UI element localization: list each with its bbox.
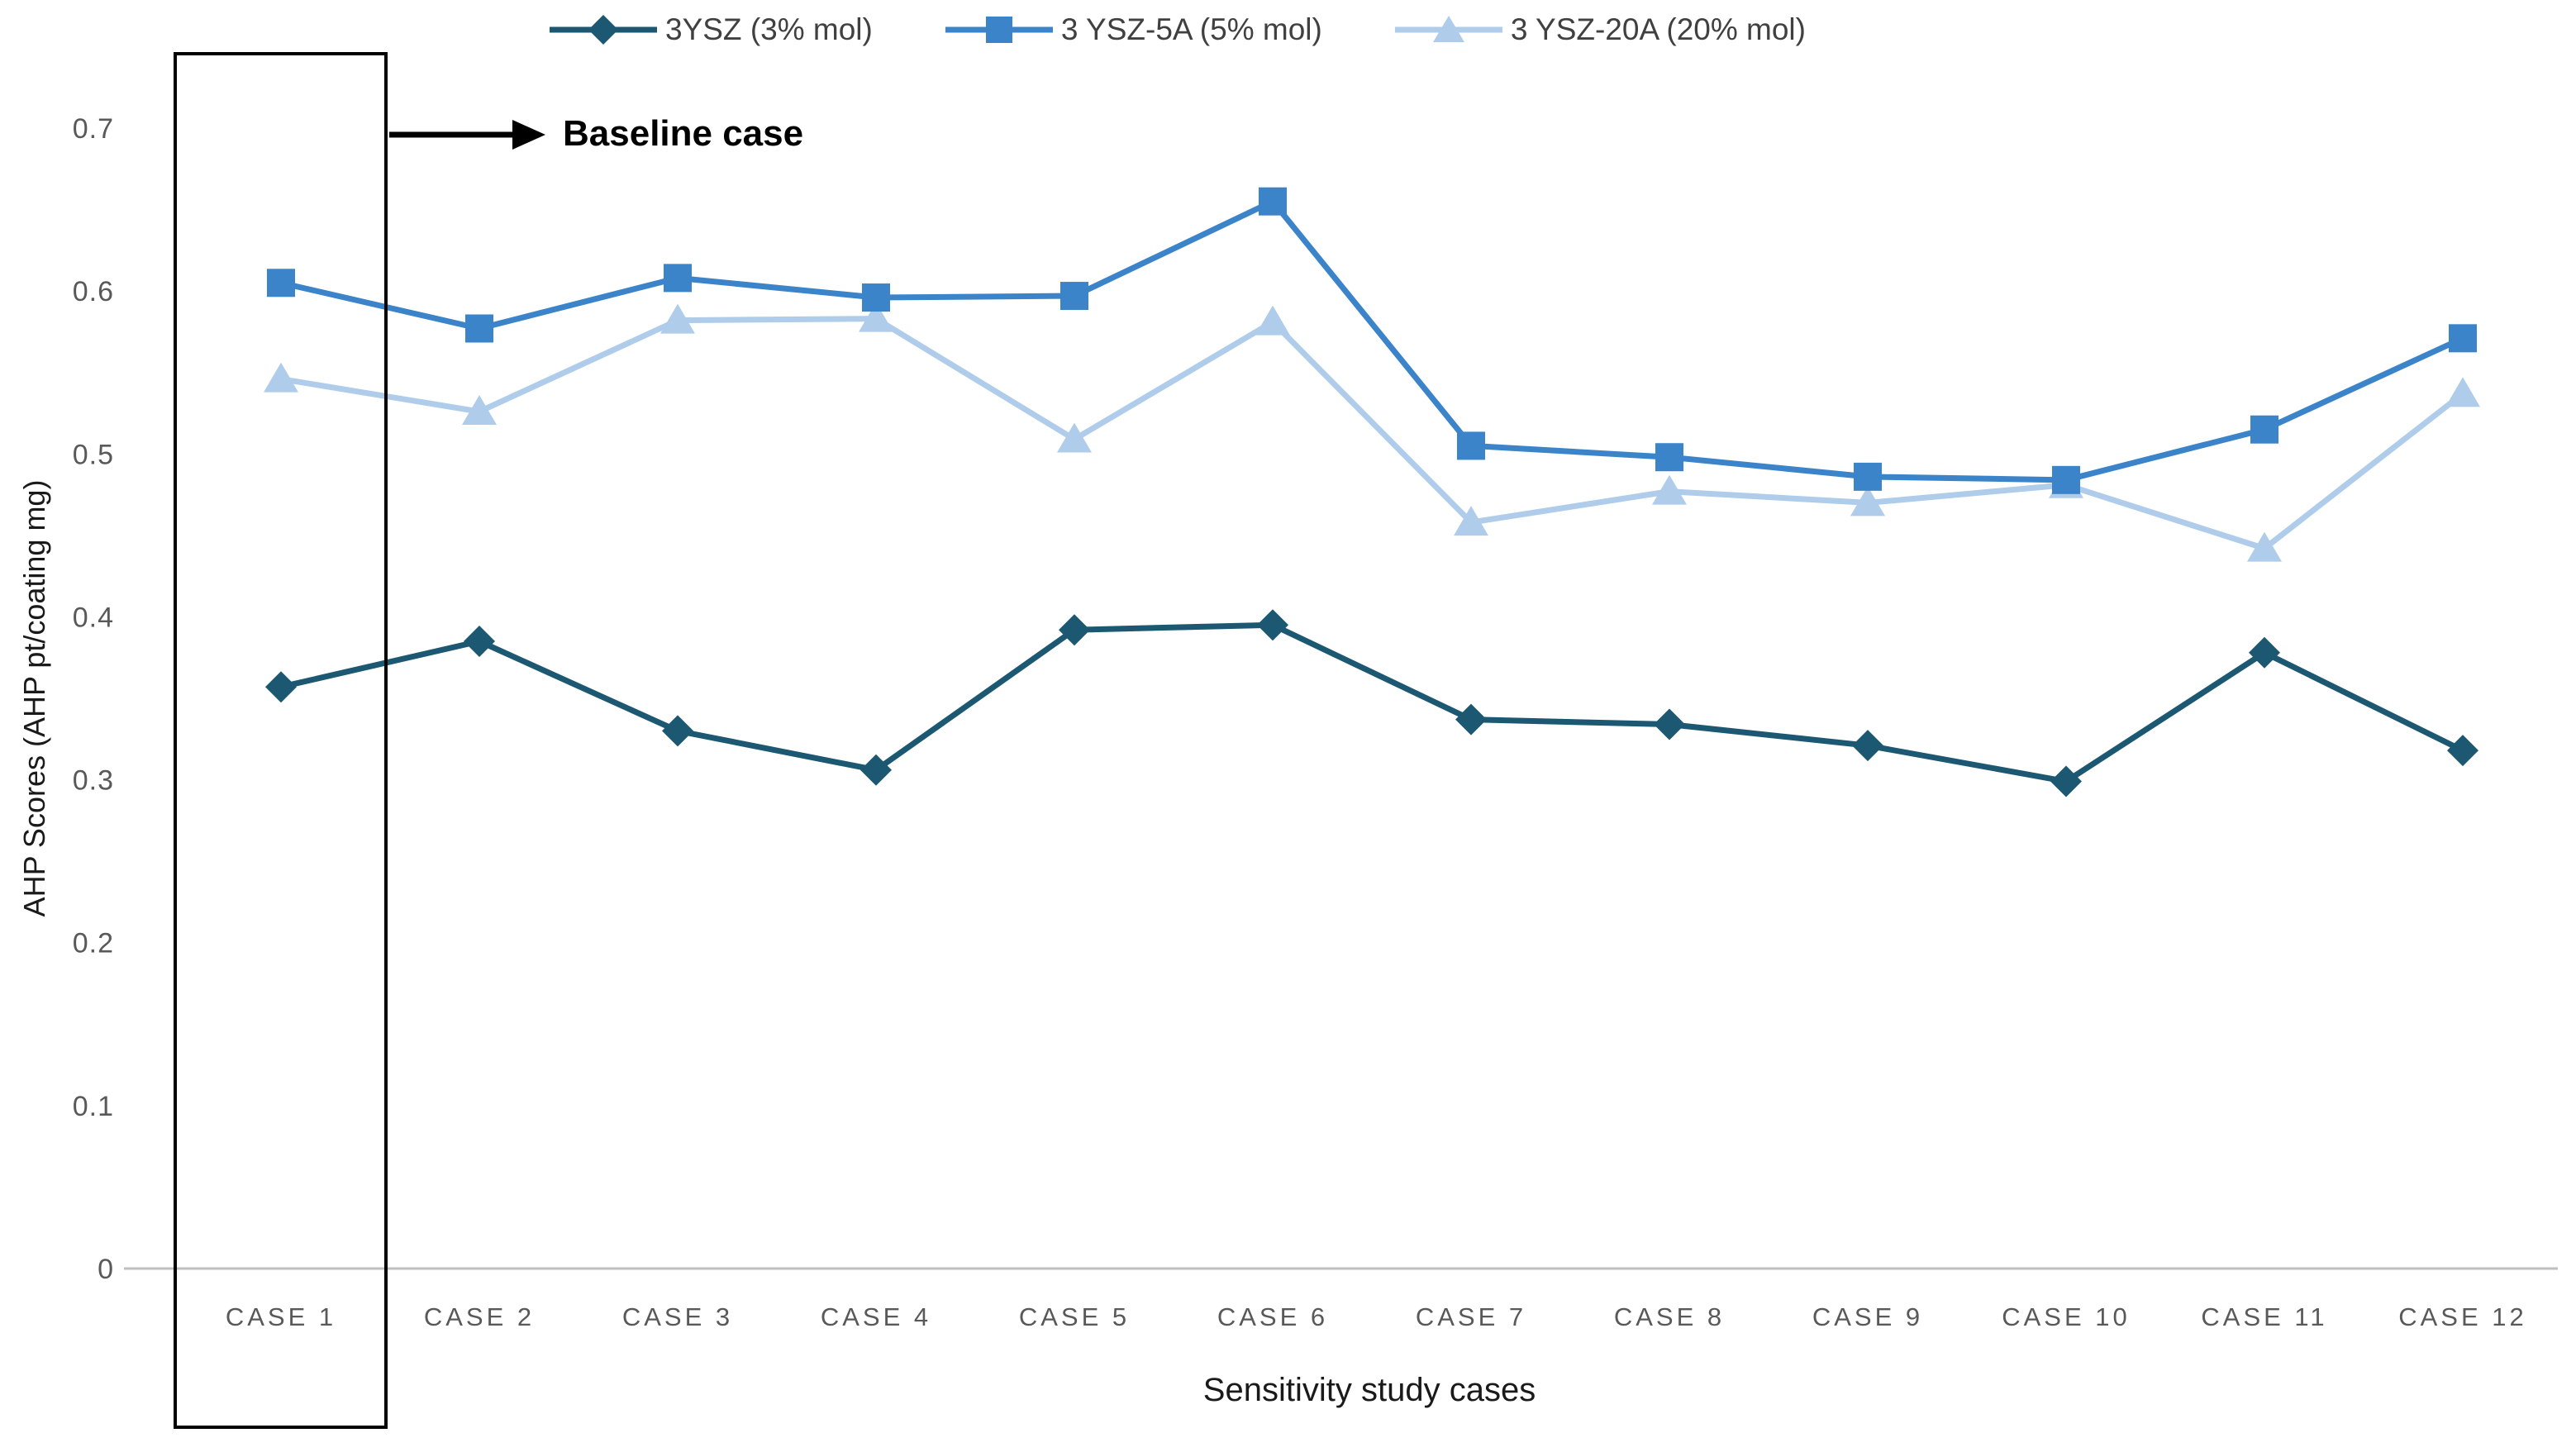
data-point-marker (1255, 305, 1290, 336)
data-point-marker (465, 314, 493, 343)
data-point-marker (1454, 506, 1488, 536)
y-tick-label: 0.2 (73, 928, 114, 959)
data-point-marker (2449, 324, 2477, 353)
series-diamond (265, 609, 2478, 797)
data-point-marker (464, 626, 495, 657)
legend-item-3ysz-5a: 3 YSZ-5A (5% mol) (945, 12, 1322, 48)
x-category-label: CASE 3 (622, 1302, 733, 1331)
series-square (267, 187, 2477, 494)
x-category-label: CASE 4 (821, 1302, 931, 1331)
x-category-label: CASE 11 (2201, 1302, 2327, 1331)
series-line (280, 621, 2464, 785)
x-category-label: CASE 6 (1217, 1302, 1328, 1331)
data-point-marker (2247, 531, 2282, 562)
data-point-marker (265, 671, 297, 703)
data-point-marker (1060, 282, 1088, 311)
data-point-marker (662, 715, 693, 747)
data-point-marker (1852, 730, 1883, 762)
legend-square-marker-icon (945, 17, 1053, 43)
baseline-case-highlight-box (174, 52, 388, 1429)
series-line (280, 316, 2465, 552)
legend-diamond-marker-icon (550, 15, 657, 45)
diamond-icon (588, 15, 618, 45)
triangle-icon (1432, 16, 1464, 42)
legend-label-3ysz-20a: 3 YSZ-20A (20% mol) (1510, 12, 1806, 46)
x-category-label: CASE 7 (1416, 1302, 1526, 1331)
y-tick-label: 0.5 (73, 439, 114, 470)
baseline-arrow-icon (389, 120, 545, 150)
data-point-marker (2447, 735, 2478, 767)
y-tick-label: 0.7 (73, 113, 114, 145)
data-point-marker (1257, 609, 1288, 641)
data-point-marker (664, 264, 692, 293)
data-point-marker (862, 283, 890, 312)
data-point-marker (264, 362, 298, 393)
square-icon (985, 17, 1012, 43)
x-category-label: CASE 5 (1019, 1302, 1130, 1331)
y-tick-label: 0.6 (73, 276, 114, 307)
legend-item-3ysz: 3YSZ (3% mol) (550, 12, 873, 48)
arrow-head (512, 120, 545, 150)
y-axis-title: AHP Scores (AHP pt/coating mg) (17, 479, 51, 917)
data-point-marker (267, 269, 295, 298)
legend-label-3ysz-5a: 3 YSZ-5A (5% mol) (1060, 12, 1322, 46)
data-point-marker (2249, 636, 2280, 669)
data-point-marker (860, 754, 892, 786)
data-point-marker (2052, 465, 2080, 494)
y-tick-label: 0.3 (73, 765, 114, 797)
data-point-marker (1057, 422, 1092, 453)
data-point-marker (1655, 443, 1683, 472)
data-point-marker (1457, 431, 1485, 460)
series-line (280, 198, 2464, 483)
data-point-marker (1654, 708, 1685, 740)
data-point-marker (462, 395, 497, 426)
data-point-marker (1059, 614, 1090, 646)
x-category-label: CASE 9 (1812, 1302, 1923, 1331)
baseline-case-annotation: Baseline case (563, 113, 804, 154)
data-point-marker (1259, 187, 1287, 216)
y-tick-label: 0 (98, 1254, 114, 1285)
data-point-marker (660, 303, 695, 334)
data-point-marker (2050, 765, 2082, 797)
data-point-marker (2445, 377, 2480, 407)
x-category-label: CASE 10 (2002, 1302, 2131, 1331)
legend-item-3ysz-20a: 3 YSZ-20A (20% mol) (1394, 12, 1806, 48)
x-category-label: CASE 8 (1614, 1302, 1725, 1331)
legend-label-3ysz: 3YSZ (3% mol) (665, 12, 873, 46)
data-point-marker (1455, 703, 1487, 736)
y-tick-label: 0.4 (73, 602, 114, 633)
x-category-label: CASE 12 (2398, 1302, 2527, 1331)
x-category-label: CASE 2 (424, 1302, 535, 1331)
x-axis-title: Sensitivity study cases (1202, 1372, 1536, 1408)
chart-legend: 3YSZ (3% mol) 3 YSZ-5A (5% mol) 3 YSZ-20… (550, 12, 1806, 48)
y-tick-label: 0.1 (73, 1091, 114, 1122)
data-point-marker (2250, 415, 2278, 444)
data-point-marker (1854, 462, 1882, 491)
x-category-label: CASE 1 (226, 1302, 336, 1331)
series-triangle (264, 302, 2480, 562)
data-point-marker (1850, 486, 1885, 517)
data-point-marker (859, 302, 893, 332)
data-point-marker (1652, 474, 1687, 505)
legend-triangle-marker-icon (1394, 16, 1502, 42)
